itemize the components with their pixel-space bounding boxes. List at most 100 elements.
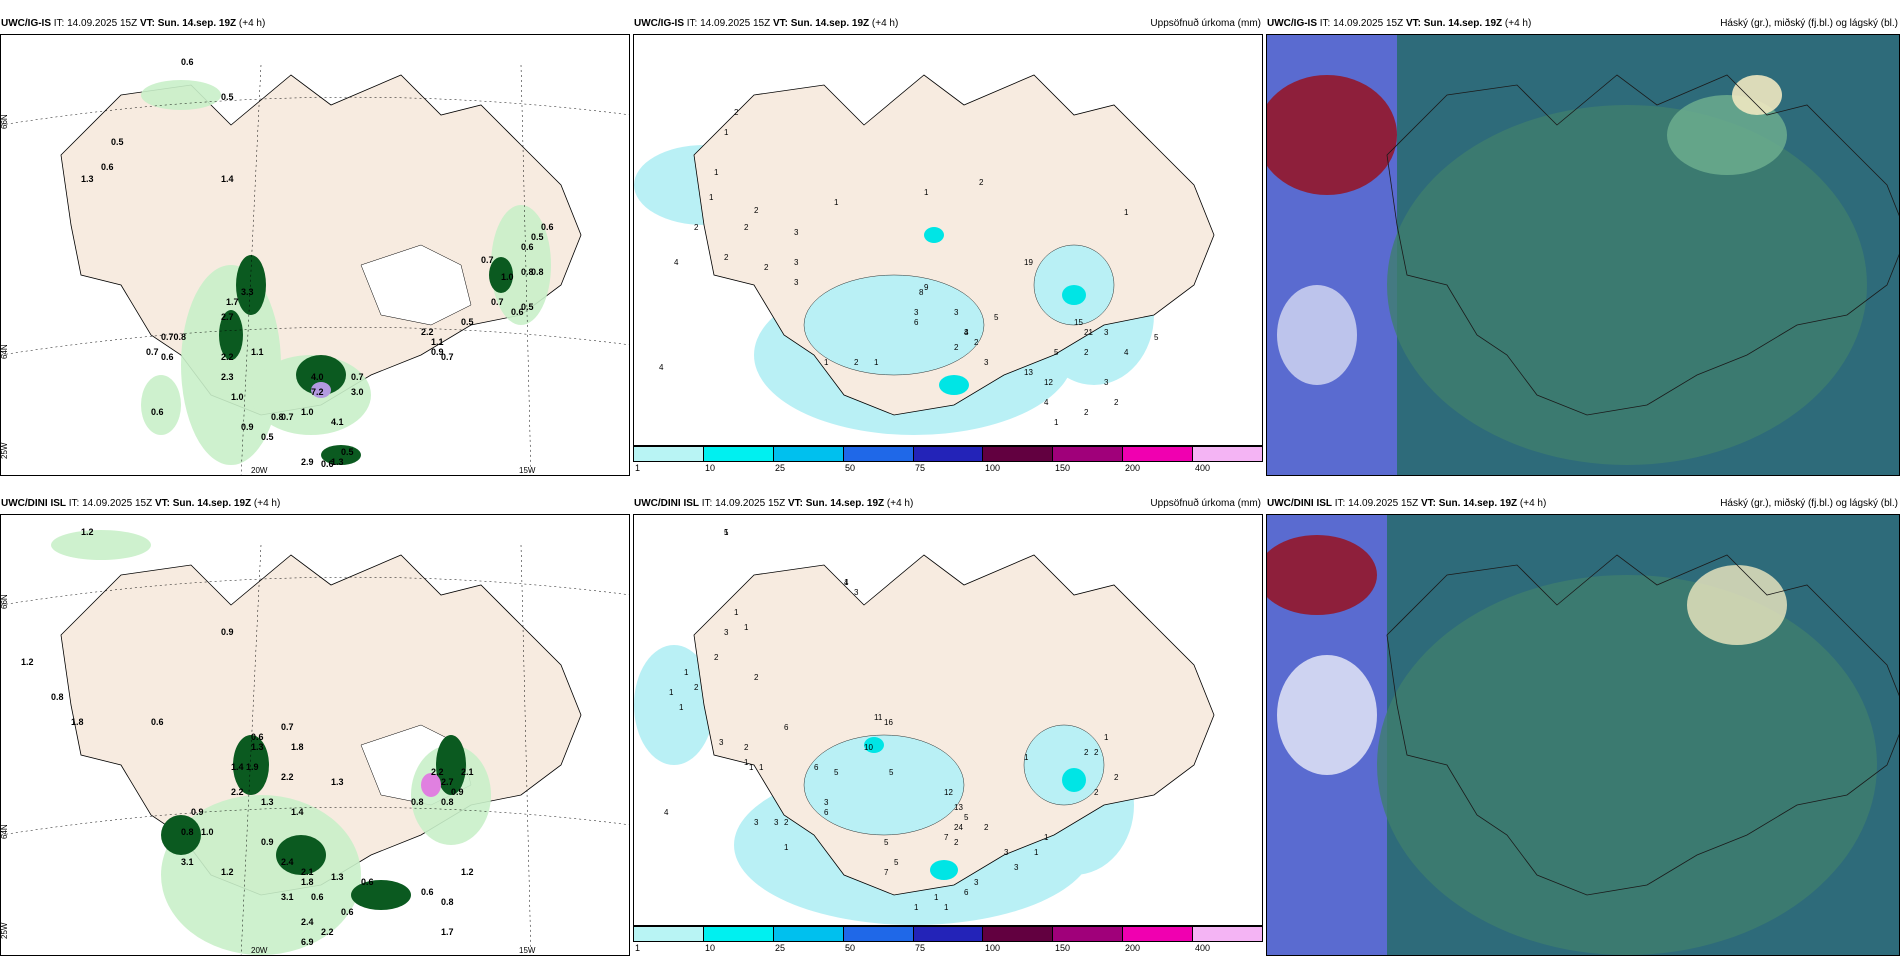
- legend-swatch: [703, 927, 774, 941]
- value-label: 1.8: [291, 742, 304, 752]
- value-label: 1: [1044, 833, 1049, 842]
- vt-label: VT:: [787, 498, 803, 509]
- map-wind-precip[interactable]: 66N 64N 25W 20W 15W 1.2 0.9 1.2 0.8 1.8 0.6 0.…: [0, 514, 630, 956]
- value-label: 0.6: [361, 877, 374, 887]
- value-label: 6: [914, 318, 919, 327]
- value-label: 3: [824, 798, 829, 807]
- value-label: 3: [794, 258, 799, 267]
- precip-legend: 1 10 25 50 75 100 150 200 400: [633, 926, 1263, 956]
- value-label: 5: [894, 858, 899, 867]
- map-wind-precip[interactable]: 66N 64N 25W 20W 15W 0.6 0.5 0.5 0.6 1.3 1.4 0.…: [0, 34, 630, 476]
- glacier-area: [360, 244, 472, 326]
- value-label: 2.2: [431, 767, 444, 777]
- value-label: 2.4: [281, 857, 294, 867]
- value-label: 4: [674, 258, 679, 267]
- precip-peak: [421, 773, 441, 797]
- value-label: 1.3: [331, 777, 344, 787]
- value-label: 1.3: [81, 174, 94, 184]
- map-clouds[interactable]: [1266, 514, 1900, 956]
- valid-time: Sun. 14.sep. 19Z: [157, 18, 237, 29]
- value-label: 3: [954, 308, 959, 317]
- map-accum-precip[interactable]: 1 4 3 1 1 2 1 2 1 1 3 2 3 2 1 1 11 16 10 5 6 6 5 2 3 3 1 4 1 3 6 5 5 7 13 7…: [633, 514, 1263, 926]
- map-clouds[interactable]: [1266, 34, 1900, 476]
- value-label: 0.70.8: [161, 332, 186, 342]
- value-label: 0.8: [441, 897, 454, 907]
- panel-wind-precip-ig: UWC/IG-IS IT: 14.09.2025 15Z VT: Sun. 14…: [0, 14, 630, 476]
- value-label: 2: [1114, 773, 1119, 782]
- value-label: 1: [709, 193, 714, 202]
- legend-tick: 25: [775, 463, 786, 473]
- legend-tick: 150: [1055, 463, 1071, 473]
- value-label: 6: [814, 763, 819, 772]
- value-label: 3: [914, 308, 919, 317]
- legend-tick: 1: [635, 463, 641, 473]
- legend-swatch: [773, 927, 844, 941]
- value-label: 2: [854, 358, 859, 367]
- iceland-outline: [1386, 554, 1899, 896]
- legend-ticks: 1 10 25 50 75 100 150 200 400: [633, 463, 1263, 475]
- panel-accum-precip-dini: UWC/DINI ISL IT: 14.09.2025 15Z VT: Sun.…: [633, 494, 1263, 956]
- value-label: 1.7: [441, 927, 454, 937]
- value-label: 2: [744, 743, 749, 752]
- value-label: 1.2: [221, 867, 234, 877]
- value-label: 2: [744, 223, 749, 232]
- value-label: 1: [844, 578, 849, 587]
- value-label: 3: [974, 878, 979, 887]
- value-label: 0.7: [281, 412, 294, 422]
- panel-header: UWC/IG-IS IT: 14.09.2025 15Z VT: Sun. 14…: [0, 14, 630, 34]
- value-label: 2.2: [231, 787, 244, 797]
- model-name: UWC/DINI ISL: [1267, 498, 1332, 509]
- value-label: 1: [924, 188, 929, 197]
- value-label: 0.5: [521, 302, 534, 312]
- graticule: [1, 64, 629, 475]
- value-label: 2: [1084, 408, 1089, 417]
- value-label: 5: [884, 838, 889, 847]
- lon-20-label: 20W: [251, 946, 268, 955]
- value-label: 15: [1074, 318, 1083, 327]
- vt-label: VT:: [1405, 18, 1421, 29]
- value-label: 0.5: [341, 447, 354, 457]
- value-label: 8: [919, 288, 924, 297]
- value-label: 0.8: [181, 827, 194, 837]
- value-label: 0.5: [221, 92, 234, 102]
- value-label: 3: [1014, 863, 1019, 872]
- value-label: 0.8: [271, 412, 284, 422]
- value-label: 2.1: [301, 867, 314, 877]
- lead-time: (+4 h): [871, 18, 899, 29]
- value-label: 1: [714, 168, 719, 177]
- value-label: 3: [854, 588, 859, 597]
- value-label: 3.1: [181, 857, 194, 867]
- value-label: 13: [954, 803, 963, 812]
- lon-15-label: 15W: [519, 466, 536, 475]
- value-label: 0.9: [221, 627, 234, 637]
- value-label: 6: [784, 723, 789, 732]
- legend-tick: 150: [1055, 943, 1071, 953]
- value-label: 2: [974, 338, 979, 347]
- value-label: 2: [734, 108, 739, 117]
- value-label: 16: [884, 718, 893, 727]
- value-label: 3: [984, 358, 989, 367]
- panel-header: UWC/DINI ISL IT: 14.09.2025 15Z VT: Sun.…: [633, 494, 1263, 514]
- legend-tick: 400: [1195, 943, 1211, 953]
- graticule: [1, 544, 629, 955]
- value-label: 0.9: [431, 347, 444, 357]
- value-label: 1: [784, 843, 789, 852]
- map-accum-precip[interactable]: 2 1 1 1 2 4 2 2 2 3 3 3 2 1 1 2 1 2 1 4 2 2 3 6 8 9 3 3 4 5 3 13 12 19 15 2…: [633, 34, 1263, 446]
- value-label: 0.6: [511, 307, 524, 317]
- legend-swatch: [1193, 447, 1263, 461]
- value-label: 1: [684, 668, 689, 677]
- value-label: 1: [744, 623, 749, 632]
- value-label: 4: [659, 363, 664, 372]
- value-label: 1.1: [251, 347, 264, 357]
- lon-15-label: 15W: [519, 946, 536, 955]
- value-label: 2.7: [221, 312, 234, 322]
- panel-header: UWC/DINI ISL IT: 14.09.2025 15Z VT: Sun.…: [0, 494, 630, 514]
- legend-tick: 25: [775, 943, 786, 953]
- value-label: 0.6: [541, 222, 554, 232]
- legend-tick: 10: [705, 943, 716, 953]
- value-label: 5: [964, 813, 969, 822]
- value-label: 3: [794, 228, 799, 237]
- value-label: 2: [714, 653, 719, 662]
- value-label: 0.6: [421, 887, 434, 897]
